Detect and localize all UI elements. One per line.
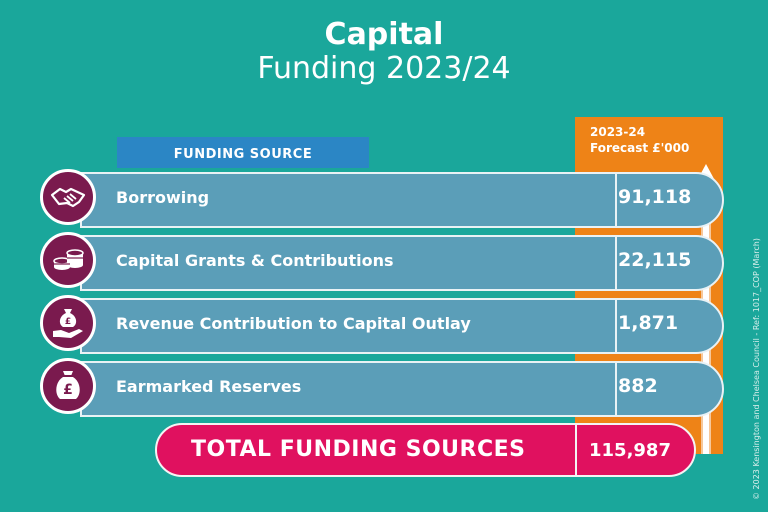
forecast-year: 2023-24	[590, 125, 646, 139]
row-value: 882	[618, 375, 658, 397]
money-bag-hand-icon: £	[40, 295, 96, 351]
coins-icon	[40, 232, 96, 288]
row-label: Earmarked Reserves	[116, 377, 302, 396]
row-label: Borrowing	[116, 188, 210, 207]
row-value: 91,118	[618, 186, 692, 208]
funding-source-header: FUNDING SOURCE	[117, 137, 369, 168]
bar-divider	[615, 363, 617, 415]
row-bar	[80, 235, 724, 291]
row-label: Capital Grants & Contributions	[116, 251, 394, 270]
row-bar	[80, 361, 724, 417]
handshake-icon	[40, 169, 96, 225]
title-line1: Capital	[324, 17, 444, 52]
bar-divider	[615, 237, 617, 289]
bar-divider	[615, 300, 617, 352]
row-bar	[80, 298, 724, 354]
row-value: 22,115	[618, 249, 692, 271]
svg-text:£: £	[63, 382, 73, 398]
copyright-text: © 2023 Kensington and Chelsea Council - …	[752, 238, 761, 500]
total-value: 115,987	[589, 440, 671, 461]
svg-text:£: £	[65, 317, 71, 327]
funding-row-capital-grants: Capital Grants & Contributions 22,115	[40, 229, 730, 291]
bar-divider	[615, 174, 617, 226]
forecast-unit: Forecast £'000	[590, 141, 690, 155]
total-label: TOTAL FUNDING SOURCES	[191, 437, 526, 462]
money-bag-icon: £	[40, 358, 96, 414]
title: Capital Funding 2023/24	[0, 18, 768, 86]
total-bar: TOTAL FUNDING SOURCES 115,987	[155, 423, 696, 477]
funding-row-borrowing: Borrowing 91,118	[40, 166, 730, 228]
funding-row-earmarked-reserves: Earmarked Reserves 882 £	[40, 355, 730, 417]
row-value: 1,871	[618, 312, 679, 334]
funding-row-revenue-contribution: Revenue Contribution to Capital Outlay 1…	[40, 292, 730, 354]
row-label: Revenue Contribution to Capital Outlay	[116, 314, 471, 333]
total-divider	[575, 425, 577, 475]
title-line2: Funding 2023/24	[257, 51, 511, 86]
row-bar	[80, 172, 724, 228]
forecast-column-header: 2023-24 Forecast £'000	[576, 124, 716, 156]
